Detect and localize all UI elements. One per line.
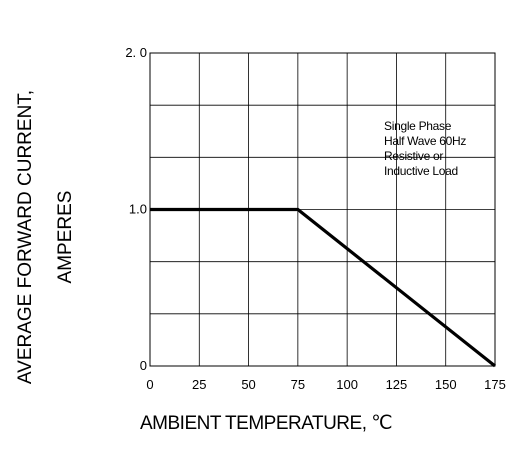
y-tick-label: 2. 0: [125, 45, 147, 60]
y-axis-label-line-1: AVERAGE FORWARD CURRENT,: [15, 90, 36, 384]
y-tick-label: 1.0: [129, 202, 147, 217]
conditions-annotation: Single Phase Half Wave 60Hz Resistive or…: [384, 119, 466, 179]
annotation-line: Half Wave 60Hz: [384, 134, 467, 148]
annotation-line: Inductive Load: [384, 164, 458, 178]
series-line: [150, 207, 496, 368]
x-tick-label: 125: [386, 377, 408, 392]
y-tick-labels: 0 1.0 2. 0: [125, 45, 147, 373]
x-axis-label: AMBIENT TEMPERATURE, ℃: [140, 413, 393, 434]
annotation-line: Single Phase: [384, 119, 452, 133]
x-tick-label: 0: [146, 377, 153, 392]
grid: [150, 53, 495, 366]
x-tick-label: 100: [336, 377, 358, 392]
x-tick-label: 75: [291, 377, 305, 392]
x-tick-label: 175: [484, 377, 506, 392]
y-tick-label: 0: [140, 358, 147, 373]
x-tick-label: 50: [241, 377, 255, 392]
y-axis-label-line-2: AMPERES: [55, 191, 76, 284]
x-tick-label: 25: [192, 377, 206, 392]
annotation-line: Resistive or: [384, 149, 444, 163]
x-tick-labels: 0 25 50 75 100 125 150 175: [146, 377, 505, 392]
x-tick-label: 150: [435, 377, 457, 392]
